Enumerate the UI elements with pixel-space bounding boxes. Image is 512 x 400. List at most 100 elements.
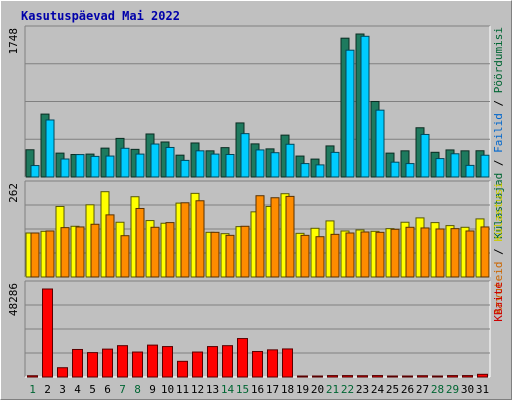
panel-mid: 262 Arvuteid / Külastusi [7, 180, 505, 314]
panel-top: 1748 Külastajad / Failid / Pöördumisi [7, 25, 505, 239]
bar-failid-14 [225, 154, 235, 178]
bar-failid-17 [270, 152, 280, 178]
bar-failid-28 [435, 158, 445, 178]
series-legend-top: Külastajad / Failid / Pöördumisi [492, 27, 505, 239]
bar-külastusi-15 [240, 225, 250, 278]
bar-külastusi-10 [165, 222, 175, 278]
bar-kbaite-13 [207, 346, 218, 378]
bar-külastusi-14 [225, 234, 235, 278]
bar-kbaite-29 [447, 375, 458, 378]
y-tick-label: 262 [7, 183, 20, 203]
x-tick-label: 9 [149, 383, 156, 396]
bar-kbaite-24 [372, 375, 383, 378]
bar-külastusi-12 [195, 200, 205, 278]
x-tick-label: 22 [341, 383, 354, 396]
x-tick-label: 26 [401, 383, 414, 396]
x-tick-label: 12 [191, 383, 204, 396]
bar-failid-7 [120, 147, 130, 178]
bar-külastusi-28 [435, 228, 445, 278]
bar-failid-22 [345, 49, 355, 178]
x-tick-label: 21 [326, 383, 339, 396]
bar-failid-19 [300, 163, 310, 178]
bar-külastusi-17 [270, 197, 280, 278]
bar-kbaite-7 [117, 345, 128, 378]
bar-failid-18 [285, 143, 295, 178]
x-tick-label: 25 [386, 383, 399, 396]
bar-külastusi-18 [285, 195, 295, 278]
x-tick-label: 19 [296, 383, 309, 396]
bar-külastusi-22 [345, 232, 355, 278]
bar-kbaite-12 [192, 351, 203, 378]
x-tick-label: 27 [416, 383, 429, 396]
bar-kbaite-15 [237, 338, 248, 378]
bar-külastusi-16 [255, 195, 265, 278]
bar-failid-15 [240, 133, 250, 178]
bar-failid-2 [45, 119, 55, 178]
bar-külastusi-3 [60, 227, 70, 278]
bar-kbaite-21 [327, 375, 338, 378]
bar-kbaite-8 [132, 351, 143, 378]
bar-failid-31 [480, 154, 490, 178]
bar-külastusi-8 [135, 207, 145, 278]
bar-kbaite-28 [432, 375, 443, 378]
bar-kbaite-3 [57, 367, 68, 378]
bar-kbaite-2 [42, 288, 53, 378]
x-tick-label: 18 [281, 383, 294, 396]
bar-failid-20 [315, 164, 325, 178]
bar-külastusi-29 [450, 228, 460, 278]
bar-külastusi-25 [390, 228, 400, 278]
bar-külastusi-20 [315, 236, 325, 278]
bar-failid-29 [450, 153, 460, 178]
x-tick-label: 17 [266, 383, 279, 396]
bar-failid-11 [180, 159, 190, 178]
x-tick-label: 10 [161, 383, 174, 396]
x-tick-label: 20 [311, 383, 324, 396]
series-legend-bottom: KBaite [492, 282, 505, 322]
bar-külastusi-13 [210, 231, 220, 278]
bar-kbaite-17 [267, 349, 278, 378]
x-tick-label: 24 [371, 383, 385, 396]
bar-kbaite-19 [297, 375, 308, 378]
bar-failid-3 [60, 158, 70, 178]
x-tick-label: 6 [104, 383, 111, 396]
bar-külastusi-11 [180, 202, 190, 278]
bar-külastusi-7 [120, 235, 130, 278]
x-tick-label: 29 [446, 383, 459, 396]
bar-külastusi-2 [45, 230, 55, 278]
y-tick-label: 48286 [7, 283, 20, 316]
panel-bottom: 48286 KBaite [7, 280, 505, 378]
bar-kbaite-18 [282, 348, 293, 378]
bar-failid-4 [75, 154, 85, 178]
bar-kbaite-4 [72, 348, 83, 378]
bar-failid-13 [210, 153, 220, 178]
bar-külastusi-6 [105, 214, 115, 278]
bar-külastusi-26 [405, 226, 415, 278]
bar-failid-25 [390, 161, 400, 178]
x-tick-label: 31 [476, 383, 489, 396]
x-tick-label: 4 [74, 383, 81, 396]
bar-failid-16 [255, 149, 265, 178]
bar-failid-5 [90, 155, 100, 178]
bar-kbaite-9 [147, 344, 158, 378]
bar-külastusi-31 [480, 226, 490, 278]
bar-kbaite-16 [252, 350, 263, 378]
bar-külastusi-21 [330, 233, 340, 278]
bar-kbaite-14 [222, 345, 233, 378]
bar-failid-12 [195, 150, 205, 178]
bar-failid-21 [330, 151, 340, 178]
y-tick-label: 1748 [7, 28, 20, 55]
bar-kbaite-27 [417, 375, 428, 378]
x-tick-label: 13 [206, 383, 219, 396]
bar-kbaite-30 [462, 375, 473, 378]
bar-kbaite-20 [312, 375, 323, 378]
bar-failid-30 [465, 164, 475, 178]
x-tick-label: 14 [221, 383, 235, 396]
bar-failid-23 [360, 35, 370, 178]
x-tick-label: 3 [59, 383, 66, 396]
bar-kbaite-10 [162, 346, 173, 378]
bar-failid-24 [375, 109, 385, 178]
bar-failid-8 [135, 153, 145, 178]
bar-failid-9 [150, 143, 160, 178]
bar-külastusi-24 [375, 231, 385, 278]
